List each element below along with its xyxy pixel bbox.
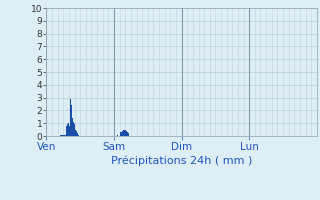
Bar: [77, 133, 78, 136]
Bar: [64, 135, 65, 136]
Bar: [124, 130, 125, 136]
Bar: [71, 105, 72, 136]
Bar: [74, 124, 75, 136]
Bar: [62, 135, 63, 136]
Bar: [63, 135, 64, 136]
Bar: [128, 133, 129, 136]
Bar: [60, 135, 61, 136]
Bar: [69, 126, 70, 136]
Bar: [121, 132, 122, 136]
Bar: [122, 132, 123, 136]
Bar: [61, 135, 62, 136]
Bar: [67, 124, 68, 136]
Bar: [70, 99, 71, 136]
Bar: [66, 126, 67, 136]
Bar: [78, 135, 79, 136]
Bar: [65, 135, 66, 136]
X-axis label: Précipitations 24h ( mm ): Précipitations 24h ( mm ): [111, 156, 252, 166]
Bar: [75, 130, 76, 136]
Bar: [76, 131, 77, 136]
Bar: [129, 135, 130, 136]
Bar: [73, 122, 74, 136]
Bar: [127, 132, 128, 136]
Bar: [125, 130, 126, 136]
Bar: [123, 130, 124, 136]
Bar: [126, 131, 127, 136]
Bar: [68, 123, 69, 136]
Bar: [117, 135, 118, 136]
Bar: [120, 132, 121, 136]
Bar: [72, 118, 73, 136]
